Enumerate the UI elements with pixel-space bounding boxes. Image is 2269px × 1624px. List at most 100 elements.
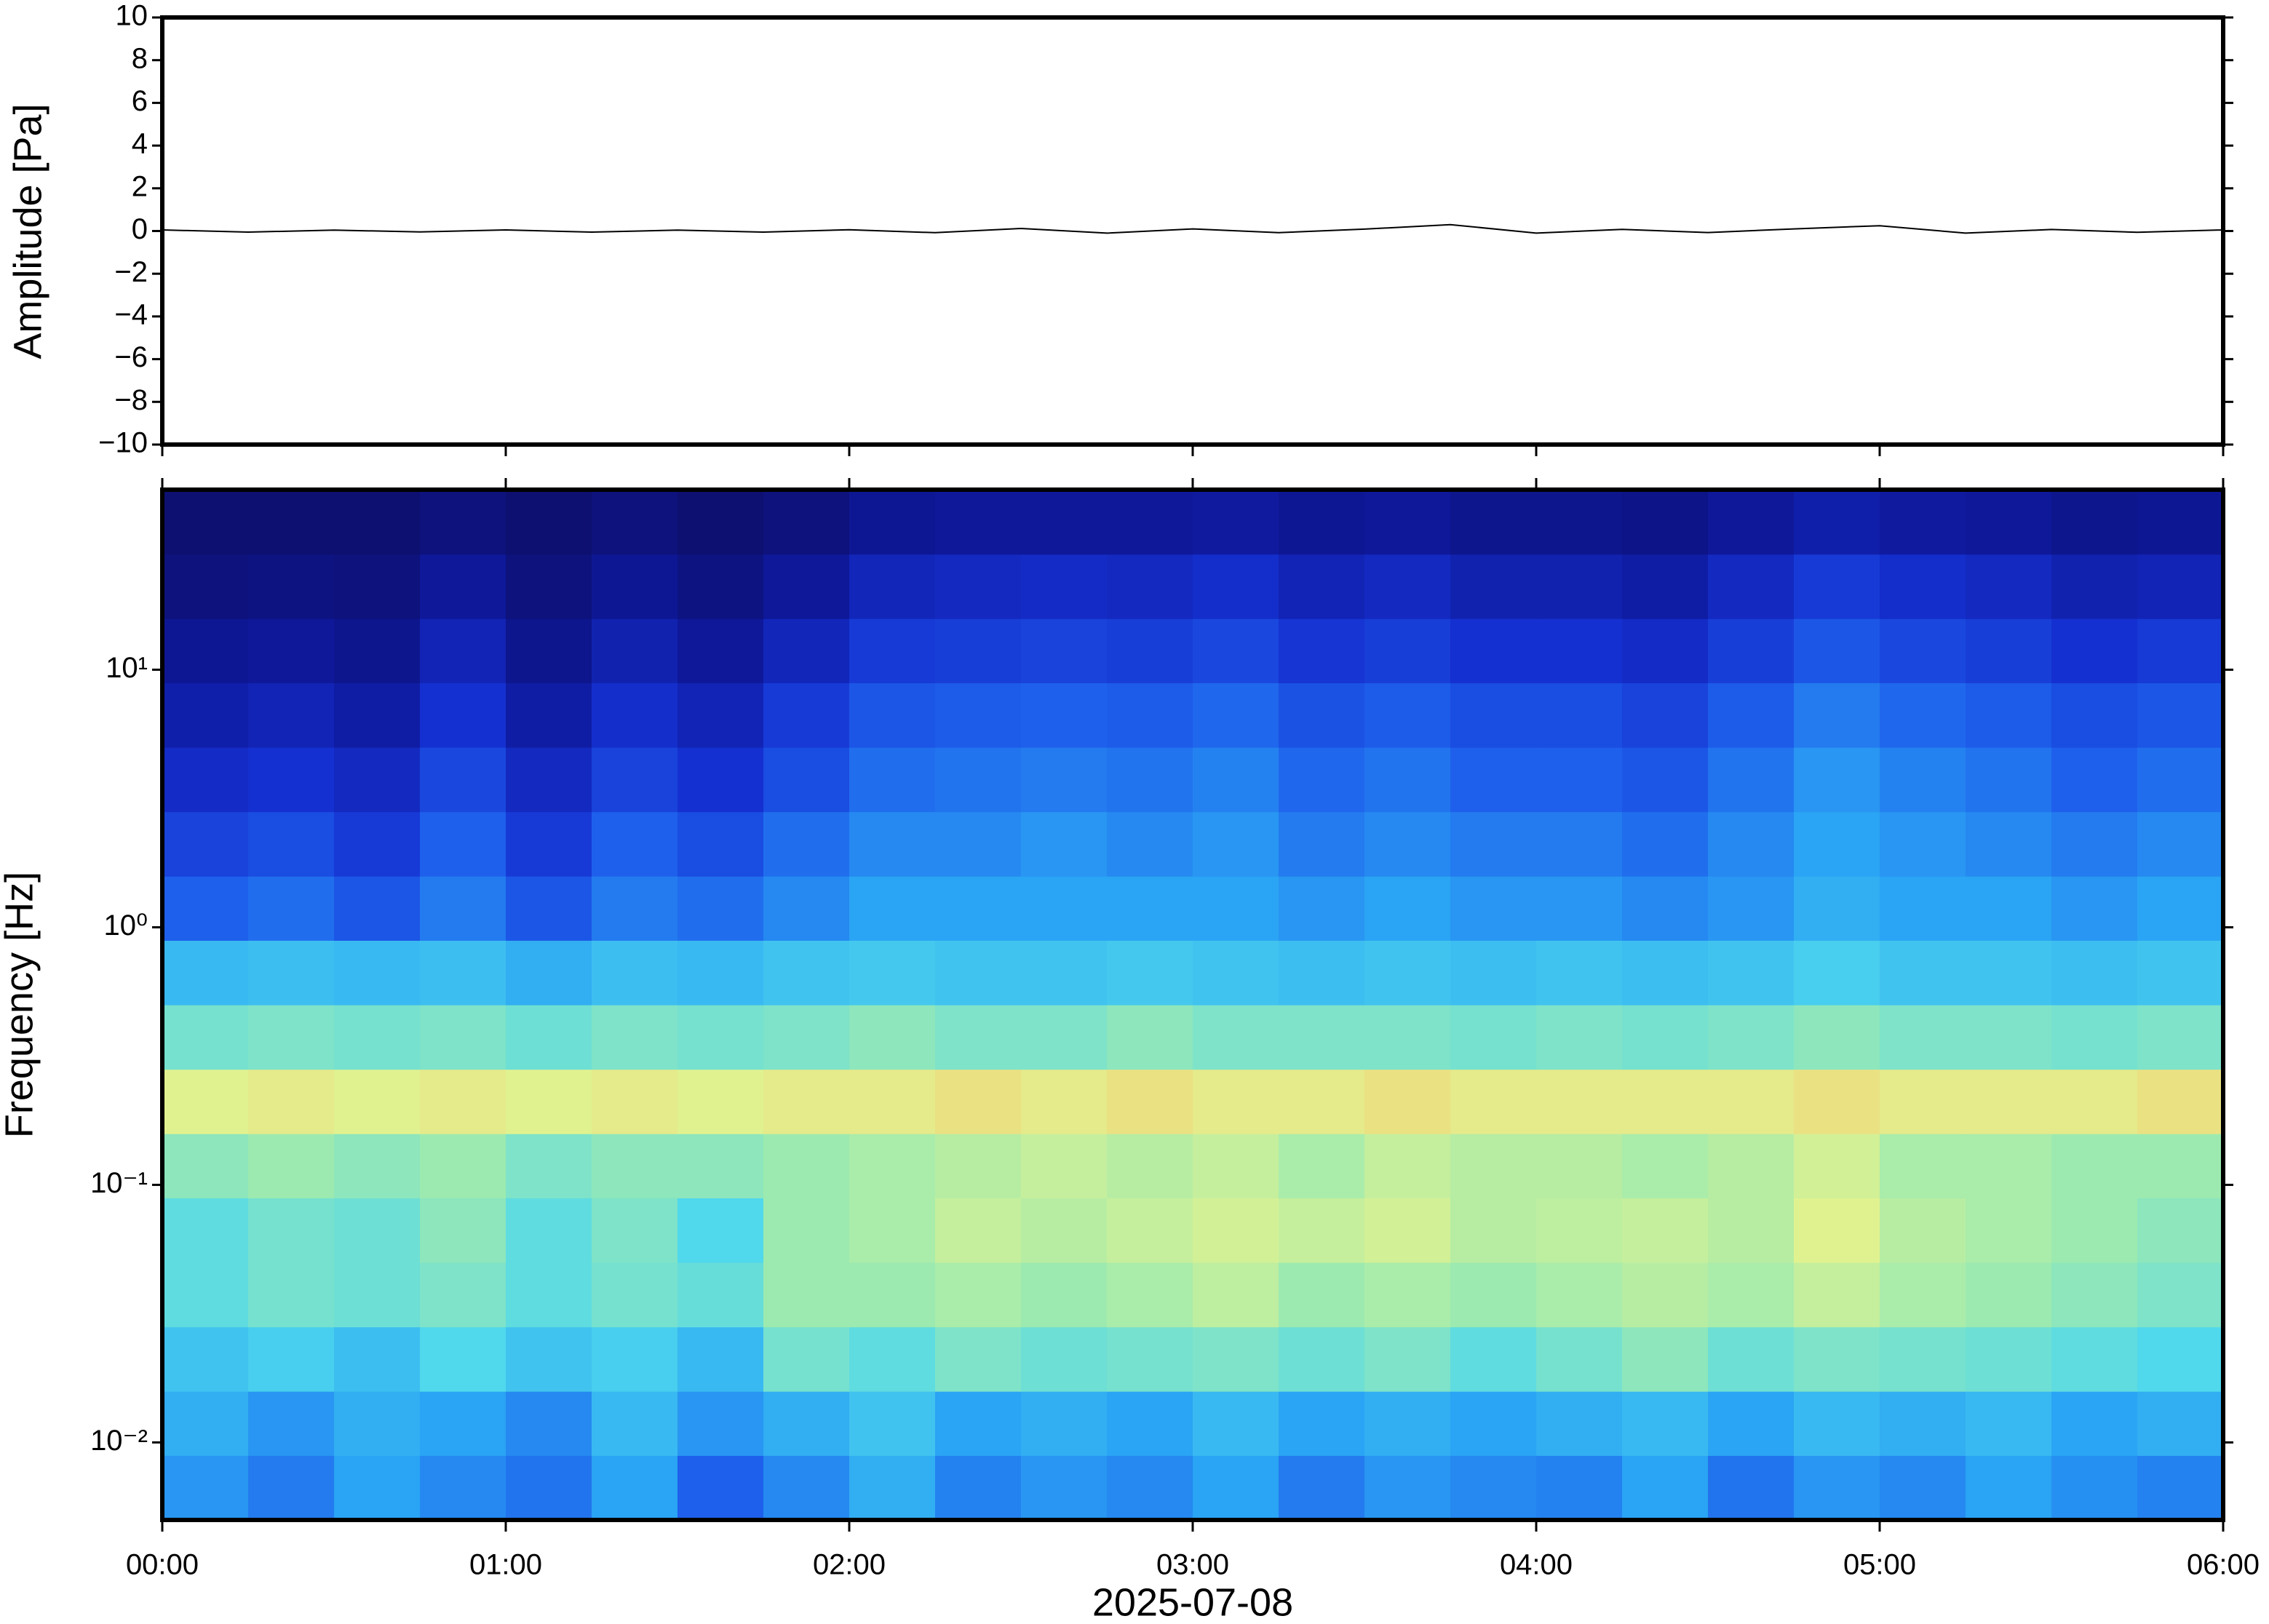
spectrogram-cell [2051, 747, 2138, 813]
spectrogram-cell [2051, 876, 2138, 941]
spectrogram-cell [334, 490, 421, 555]
spectrogram-cell [248, 618, 335, 683]
spectrogram-cell [1021, 940, 1108, 1006]
spectrogram-cell [1708, 876, 1795, 941]
spectrogram-cell [1021, 1455, 1108, 1521]
spectrogram-cell [1021, 682, 1108, 748]
spectrogram-cell [1880, 1262, 1966, 1328]
spectrogram-cell [248, 682, 335, 748]
y-tick-label: 6 [132, 85, 148, 117]
y-tick-label: 10⁰ [103, 909, 148, 942]
spectrogram-cell [592, 1326, 678, 1392]
spectrogram-cell [162, 682, 249, 748]
spectrogram-cell [162, 618, 249, 683]
spectrogram-cell [1966, 1134, 2052, 1198]
spectrogram-cell [592, 1262, 678, 1328]
spectrogram-cell [1794, 618, 1880, 683]
spectrogram-cell [1794, 682, 1880, 748]
spectrogram-cell [592, 1391, 678, 1456]
spectrogram-cell [1450, 1326, 1537, 1392]
spectrogram-cell [248, 1005, 335, 1070]
spectrogram-cell [334, 1326, 421, 1392]
spectrogram-cell [1107, 1069, 1193, 1134]
spectrogram-cell [849, 1455, 936, 1521]
spectrogram-cell [677, 940, 764, 1006]
spectrogram-cell [1450, 1005, 1537, 1070]
spectrogram-cell [420, 1198, 506, 1263]
spectrogram-cell [1279, 1005, 1365, 1070]
y-tick-label: −6 [114, 341, 148, 373]
spectrogram-cell [1193, 618, 1279, 683]
spectrogram-cell [1708, 811, 1795, 877]
spectrogram-cell [162, 1198, 249, 1263]
spectrogram-cell [1622, 682, 1709, 748]
spectrogram-cell [2051, 811, 2138, 877]
spectrogram-cell [1021, 1005, 1108, 1070]
spectrogram-cell [1622, 1134, 1709, 1198]
spectrogram-cell [935, 1069, 1022, 1134]
spectrogram-cell [677, 747, 764, 813]
spectrogram-cell [1450, 747, 1537, 813]
spectrogram-cell [248, 747, 335, 813]
spectrogram-cell [1708, 554, 1795, 619]
spectrogram-cell [1450, 490, 1537, 555]
y-tick-label: 10⁻¹ [90, 1167, 148, 1199]
spectrogram-cell [935, 1391, 1022, 1456]
spectrogram-cell [1536, 1005, 1623, 1070]
x-tick-label: 06:00 [2187, 1549, 2260, 1581]
spectrogram-cell [1450, 940, 1537, 1006]
spectrogram-cell [1279, 1391, 1365, 1456]
spectrogram-cell [849, 811, 936, 877]
spectrogram-cell [592, 682, 678, 748]
spectrogram-cell [1450, 1262, 1537, 1328]
spectrogram-cell [2051, 1198, 2138, 1263]
spectrogram-cell [1622, 876, 1709, 941]
spectrogram-cell [1193, 490, 1279, 555]
spectrogram-cell [1450, 1134, 1537, 1198]
spectrogram-cell [1279, 1134, 1365, 1198]
spectrogram-cell [248, 1198, 335, 1263]
spectrogram-cell [162, 1005, 249, 1070]
spectrogram-cell [2137, 554, 2224, 619]
spectrogram-cell [420, 618, 506, 683]
spectrogram-cell [506, 1326, 592, 1392]
spectrogram-cell [1794, 1262, 1880, 1328]
spectrogram-cell [763, 1198, 850, 1263]
spectrogram-cell [2051, 1134, 2138, 1198]
spectrogram-cell [2051, 1069, 2138, 1134]
spectrogram-cell [1193, 940, 1279, 1006]
spectrogram-cell [1794, 1005, 1880, 1070]
spectrogram-cell [506, 747, 592, 813]
spectrogram-cell [1107, 1262, 1193, 1328]
spectrogram-cell [1622, 811, 1709, 877]
spectrogram-cell [1193, 876, 1279, 941]
spectrogram-cell [1622, 618, 1709, 683]
spectrogram-cell [1536, 747, 1623, 813]
spectrogram-cell [420, 811, 506, 877]
spectrogram-cell [1880, 747, 1966, 813]
spectrogram-cell [1364, 490, 1451, 555]
spectrogram-cell [248, 1262, 335, 1328]
spectrogram-cell [763, 811, 850, 877]
spectrogram-cell [763, 747, 850, 813]
spectrogram-cell [935, 1455, 1022, 1521]
spectrogram-cell [248, 1069, 335, 1134]
x-tick-label: 01:00 [469, 1549, 542, 1581]
spectrogram-cell [1107, 554, 1193, 619]
spectrogram-cell [677, 1198, 764, 1263]
spectrogram-cell [849, 876, 936, 941]
spectrogram-cell [506, 1005, 592, 1070]
spectrogram-cell [1364, 1005, 1451, 1070]
y-tick-label: −4 [114, 298, 148, 330]
spectrogram-cell [1966, 682, 2052, 748]
spectrogram-cell [334, 940, 421, 1006]
spectrogram-cell [849, 1005, 936, 1070]
spectrogram-cell [1794, 490, 1880, 555]
spectrogram-cell [677, 876, 764, 941]
spectrogram-cell [1708, 1326, 1795, 1392]
spectrogram-cell [1450, 876, 1537, 941]
spectrogram-cell [2051, 618, 2138, 683]
spectrogram-cell [1021, 1326, 1108, 1392]
x-tick-label: 05:00 [1843, 1549, 1916, 1581]
spectrogram-cell [1536, 554, 1623, 619]
